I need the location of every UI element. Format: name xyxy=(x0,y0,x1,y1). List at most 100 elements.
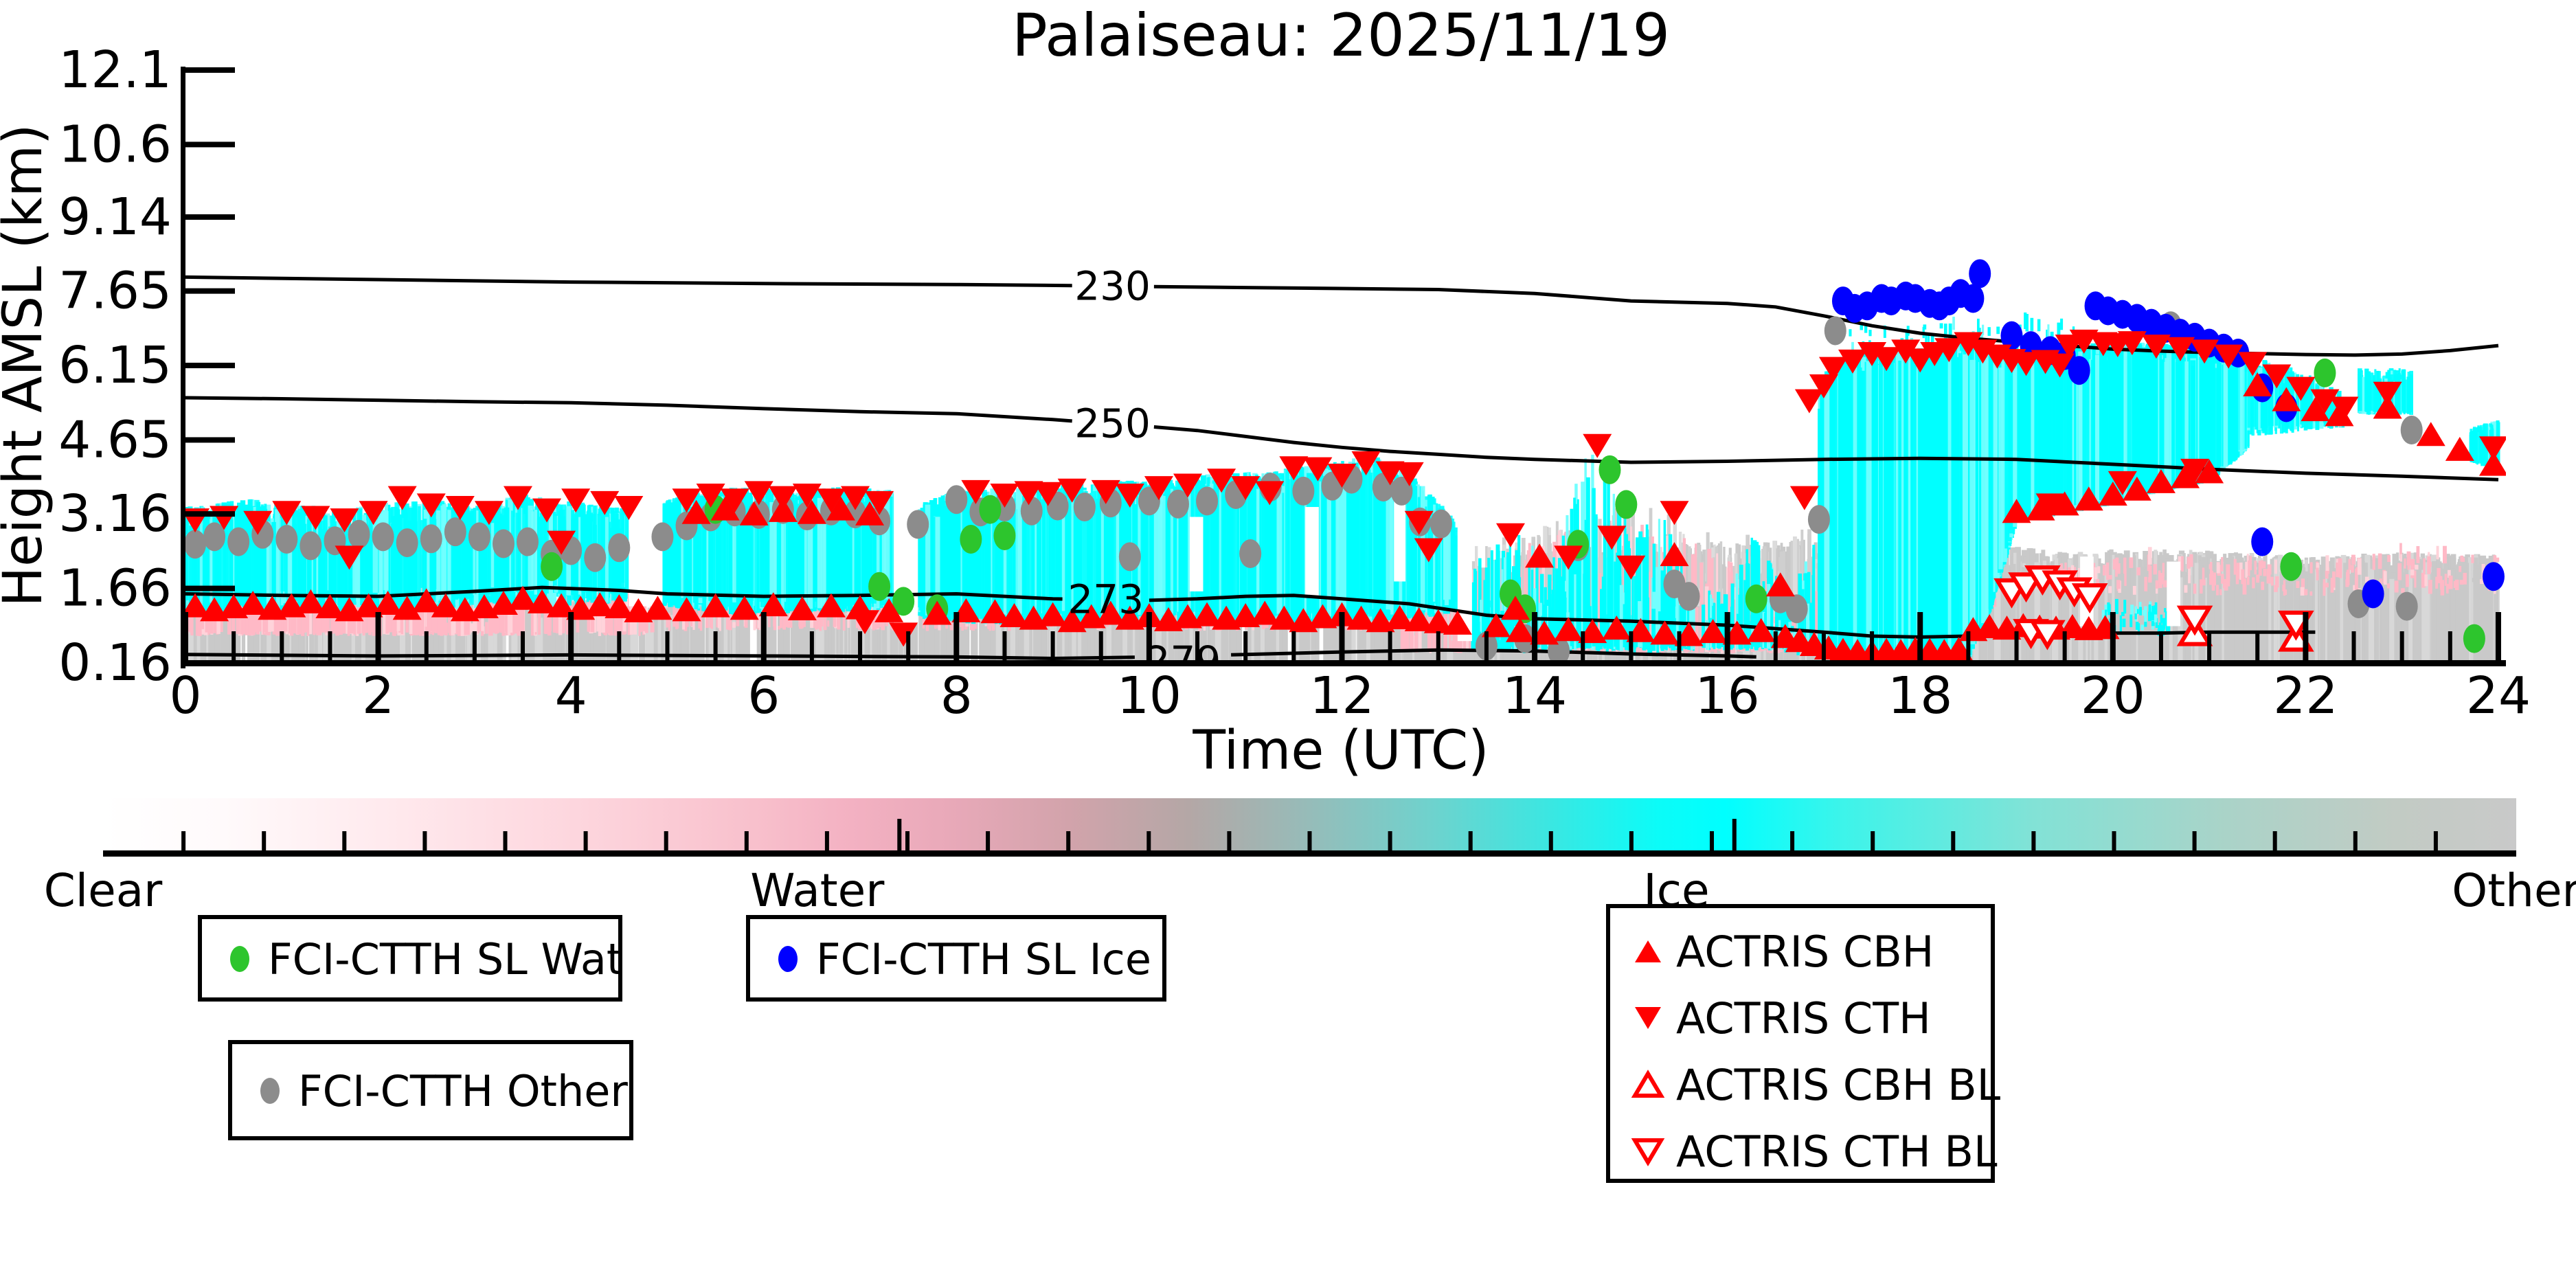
y-major-tick xyxy=(185,511,235,517)
y-tick-label: 9.14 xyxy=(58,188,172,247)
x-minor-tick xyxy=(1388,631,1392,660)
x-minor-tick xyxy=(1050,631,1055,660)
y-major-tick xyxy=(185,288,235,294)
x-tick-label: 18 xyxy=(1888,666,1952,725)
x-major-tick xyxy=(1146,612,1152,660)
left-spine xyxy=(181,67,185,668)
colorbar-tick xyxy=(1146,831,1151,850)
x-tick-label: 6 xyxy=(747,666,780,725)
contour-label-273: 273 xyxy=(1067,576,1144,622)
wat-dot-icon xyxy=(230,946,249,972)
cbh-triangle-icon xyxy=(1635,940,1661,962)
x-tick-label: 12 xyxy=(1309,666,1374,725)
y-major-tick xyxy=(185,67,235,73)
x-minor-tick xyxy=(2351,631,2356,660)
colorbar-tick xyxy=(986,831,991,850)
y-major-tick xyxy=(185,585,235,591)
colorbar-tick xyxy=(905,831,909,850)
x-minor-tick xyxy=(231,631,236,660)
contour-label-250: 250 xyxy=(1074,400,1151,447)
x-tick-label: 20 xyxy=(2081,666,2145,725)
x-minor-tick xyxy=(1484,631,1489,660)
colorbar-boundary-tick xyxy=(897,819,902,850)
colorbar-tick xyxy=(1468,831,1473,850)
x-tick-label: 10 xyxy=(1117,666,1182,725)
page-title: Palaiseau: 2025/11/19 xyxy=(1011,1,1671,70)
legend-item-label: ACTRIS CTH xyxy=(1676,993,1931,1043)
x-minor-tick xyxy=(328,631,332,660)
legend-item-actris-cbh: ACTRIS CBH xyxy=(1629,926,1934,977)
colorbar-label-other: Other xyxy=(2452,864,2576,917)
x-minor-tick xyxy=(472,631,477,660)
x-minor-tick xyxy=(858,631,863,660)
x-minor-tick xyxy=(1773,631,1778,660)
series-fci-ctth-sl-ice xyxy=(1831,259,2505,609)
colorbar-tick xyxy=(422,831,427,850)
legend-item-label: FCI-CTTH SL Wat xyxy=(268,934,624,984)
colorbar-tick xyxy=(1790,831,1795,850)
x-minor-tick xyxy=(713,631,718,660)
y-major-tick xyxy=(185,437,235,443)
colorbar-tick xyxy=(181,831,186,850)
x-minor-tick xyxy=(1291,631,1296,660)
colorbar-tick xyxy=(744,831,749,850)
legend-item-label: FCI-CTTH Other xyxy=(298,1065,628,1116)
colorbar-tick xyxy=(2433,831,2438,850)
y-major-tick xyxy=(185,142,235,148)
x-axis-label: Time (UTC) xyxy=(1193,720,1489,782)
legend-item-label: ACTRIS CBH xyxy=(1676,926,1934,977)
colorbar-tick xyxy=(1710,831,1714,850)
y-tick-label: 7.65 xyxy=(58,262,172,321)
y-tick-label: 4.65 xyxy=(58,410,172,469)
x-minor-tick xyxy=(2207,631,2212,660)
x-major-tick xyxy=(760,612,767,660)
colorbar-boundary-tick xyxy=(1732,819,1737,850)
colorbar-tick xyxy=(2112,831,2116,850)
cbh-triangle-icon xyxy=(1631,1070,1665,1098)
x-major-tick xyxy=(2110,612,2116,660)
y-tick-label: 3.16 xyxy=(58,484,172,543)
colorbar-tick xyxy=(2192,831,2197,850)
x-minor-tick xyxy=(809,631,814,660)
colorbar-tick xyxy=(2353,831,2358,850)
contour-line-273 xyxy=(185,585,1063,601)
y-tick-label: 6.15 xyxy=(58,336,172,395)
bottom-spine xyxy=(181,660,2506,666)
x-major-tick xyxy=(183,612,188,660)
ice-dot-icon xyxy=(778,946,798,972)
series-actris-cth xyxy=(181,329,2506,647)
legend-item-fci-ctth-sl-ice: FCI-CTTH SL Ice xyxy=(769,934,1151,984)
legend-item-actris-cbh-bl: ACTRIS CBH BL xyxy=(1629,1059,2001,1110)
x-minor-tick xyxy=(1629,631,1634,660)
x-minor-tick xyxy=(1821,631,1826,660)
x-major-tick xyxy=(375,612,381,660)
x-major-tick xyxy=(1339,612,1345,660)
x-tick-label: 8 xyxy=(940,666,973,725)
legend-box-actris: ACTRIS CBH ACTRIS CTH ACTRIS CBH BL ACTRIS … xyxy=(1606,904,2000,1183)
contour-line-230 xyxy=(185,275,1072,288)
x-minor-tick xyxy=(1581,631,1585,660)
x-tick-label: 2 xyxy=(362,666,394,725)
x-major-tick xyxy=(1532,612,1538,660)
colorbar-tick xyxy=(1066,831,1071,850)
y-major-tick xyxy=(185,660,235,666)
colorbar-label-clear: Clear xyxy=(43,864,163,917)
x-tick-label: 4 xyxy=(555,666,587,725)
x-minor-tick xyxy=(1195,631,1200,660)
legend-item-label: ACTRIS CBH BL xyxy=(1676,1059,2001,1110)
x-minor-tick xyxy=(665,631,670,660)
colorbar-tick xyxy=(1951,831,1956,850)
colorbar-tick xyxy=(2272,831,2277,850)
legend-item-actris-cth: ACTRIS CTH xyxy=(1629,993,1931,1043)
y-tick-label: 10.6 xyxy=(58,115,172,174)
x-minor-tick xyxy=(424,631,429,660)
x-tick-label: 16 xyxy=(1695,666,1760,725)
x-major-tick xyxy=(2495,612,2501,660)
patch-ice-midday xyxy=(917,455,1465,626)
colorbar-tick xyxy=(664,831,668,850)
axes-spines-ticks: 0 2 4 6 8 10 12 14 16 18 20 22 240.161.663.164.656.1… xyxy=(58,41,2531,725)
x-minor-tick xyxy=(2062,631,2067,660)
